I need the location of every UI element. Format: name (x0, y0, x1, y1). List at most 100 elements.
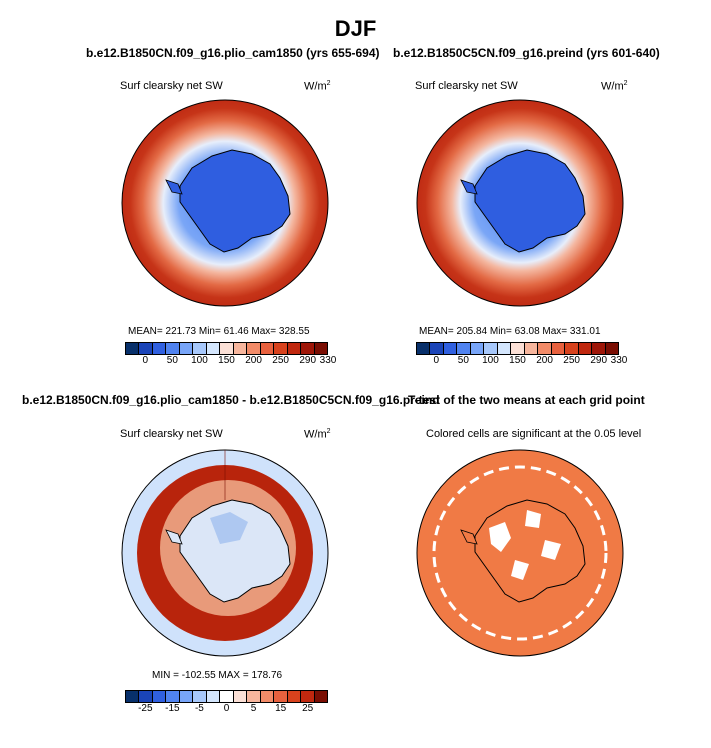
colorbar-swatch (246, 343, 260, 354)
colorbar-swatch (429, 343, 443, 354)
colorbar-swatch (564, 343, 578, 354)
colorbar-swatch (300, 691, 314, 702)
colorbar-swatch (165, 691, 179, 702)
colorbar-swatch (246, 691, 260, 702)
stats-top-right: MEAN= 205.84 Min= 63.08 Max= 331.01 (419, 326, 601, 337)
colorbar-tick-label: 50 (166, 355, 178, 366)
colorbar-ticks: 0 50 100 150 200 250 290 330 (416, 355, 628, 369)
colorbar-swatch (537, 343, 551, 354)
colorbar-tick-label: 0 (142, 355, 149, 366)
colorbar-tick-label: 150 (509, 355, 526, 366)
colorbar-tick-label: -5 (194, 703, 204, 714)
season-title: DJF (334, 16, 377, 41)
variable-label-bottom-left: Surf clearsky net SW (120, 428, 223, 440)
colorbar-tick-label: 290 (590, 355, 608, 366)
polar-map-difference (121, 449, 329, 657)
stats-top-left: MEAN= 221.73 Min= 61.46 Max= 328.55 (128, 326, 310, 337)
colorbar-tick-label: 200 (536, 355, 553, 366)
colorbar-top-right: 0 50 100 150 200 250 290 330 (416, 342, 628, 369)
panel-title-bottom-left: b.e12.B1850CN.f09_g16.plio_cam1850 - b.e… (22, 393, 440, 407)
colorbar-tick-label: 200 (245, 355, 262, 366)
colorbar-top-left: 0 50 100 150 200 250 290 330 (125, 342, 337, 369)
colorbar-tick-label: 290 (299, 355, 317, 366)
colorbar-swatch (151, 343, 166, 354)
colorbar-swatch (286, 343, 301, 354)
colorbar-swatches (416, 342, 619, 355)
colorbar-swatch (456, 343, 470, 354)
colorbar-swatch (417, 343, 430, 354)
colorbar-tick-label: 0 (223, 703, 230, 714)
units-label-top-right: W/m2 (601, 80, 628, 93)
colorbar-swatch (192, 343, 206, 354)
colorbar-swatches (125, 690, 328, 703)
colorbar-tick-label: 25 (302, 703, 314, 714)
colorbar-ticks: -25 -15 -5 0 5 15 25 (125, 703, 328, 717)
antarctic-peninsula (460, 179, 478, 195)
colorbar-swatch (192, 691, 206, 702)
colorbar-swatch (273, 343, 287, 354)
colorbar-swatch (151, 691, 166, 702)
colorbar-swatch (259, 343, 274, 354)
colorbar-ticks: 0 50 100 150 200 250 290 330 (125, 355, 337, 369)
colorbar-swatch (178, 691, 193, 702)
colorbar-swatch (591, 343, 605, 354)
colorbar-swatch (496, 343, 511, 354)
colorbar-tick-label: 5 (250, 703, 257, 714)
colorbar-swatch (219, 343, 233, 354)
colorbar-tick-label: 50 (457, 355, 469, 366)
panel-title-top-right: b.e12.B1850C5CN.f09_g16.preind (yrs 601-… (393, 46, 660, 60)
colorbar-swatch (469, 343, 484, 354)
units-label-bottom-left: W/m2 (304, 428, 331, 441)
colorbar-swatch (313, 343, 328, 354)
panel-title-bottom-right: T-test of the two means at each grid poi… (408, 393, 645, 407)
polar-map-plio (121, 99, 329, 307)
colorbar-swatch (483, 343, 497, 354)
colorbar-swatch (273, 691, 287, 702)
antarctica-outline (179, 149, 291, 253)
insignificant-ring (432, 465, 608, 641)
polar-map-preind (416, 99, 624, 307)
colorbar-swatch (219, 691, 233, 702)
colorbar-swatch (138, 691, 152, 702)
colorbar-swatch (232, 691, 247, 702)
colorbar-swatch (259, 691, 274, 702)
colorbar-tick-label: 250 (272, 355, 289, 366)
colorbar-tick-label: 100 (191, 355, 208, 366)
colorbar-swatch (604, 343, 619, 354)
stats-difference: MIN = -102.55 MAX = 178.76 (152, 670, 283, 681)
colorbar-tick-label: 0 (433, 355, 440, 366)
polar-map-ttest (416, 449, 624, 657)
units-label-top-left: W/m2 (304, 80, 331, 93)
colorbar-tick-label: -25 (138, 703, 153, 714)
colorbar-swatch (178, 343, 193, 354)
colorbar-swatch (232, 343, 247, 354)
antarctic-peninsula (460, 529, 478, 545)
colorbar-difference: -25 -15 -5 0 5 15 25 (125, 690, 328, 717)
colorbar-swatch (138, 343, 152, 354)
colorbar-swatch (313, 691, 328, 702)
panel-title-top-left: b.e12.B1850CN.f09_g16.plio_cam1850 (yrs … (86, 46, 380, 60)
antarctica-outline (179, 499, 291, 603)
colorbar-swatch (286, 691, 301, 702)
colorbar-swatch (300, 343, 314, 354)
colorbar-swatch (126, 343, 139, 354)
significance-note: Colored cells are significant at the 0.0… (426, 428, 642, 440)
colorbar-tick-label: 330 (319, 355, 337, 366)
antarctic-peninsula (165, 179, 183, 195)
colorbar-swatch (523, 343, 538, 354)
colorbar-swatch (205, 691, 220, 702)
colorbar-swatch (577, 343, 592, 354)
antarctica-outline (474, 149, 586, 253)
colorbar-tick-label: 150 (218, 355, 235, 366)
colorbar-tick-label: 330 (610, 355, 628, 366)
colorbar-swatch (510, 343, 524, 354)
colorbar-tick-label: 100 (482, 355, 499, 366)
colorbar-swatch (205, 343, 220, 354)
colorbar-swatch (165, 343, 179, 354)
colorbar-swatch (550, 343, 565, 354)
variable-label-top-left: Surf clearsky net SW (120, 80, 223, 92)
antarctic-peninsula (165, 529, 183, 545)
colorbar-tick-label: 250 (563, 355, 580, 366)
variable-label-top-right: Surf clearsky net SW (415, 80, 518, 92)
colorbar-swatch (126, 691, 139, 702)
